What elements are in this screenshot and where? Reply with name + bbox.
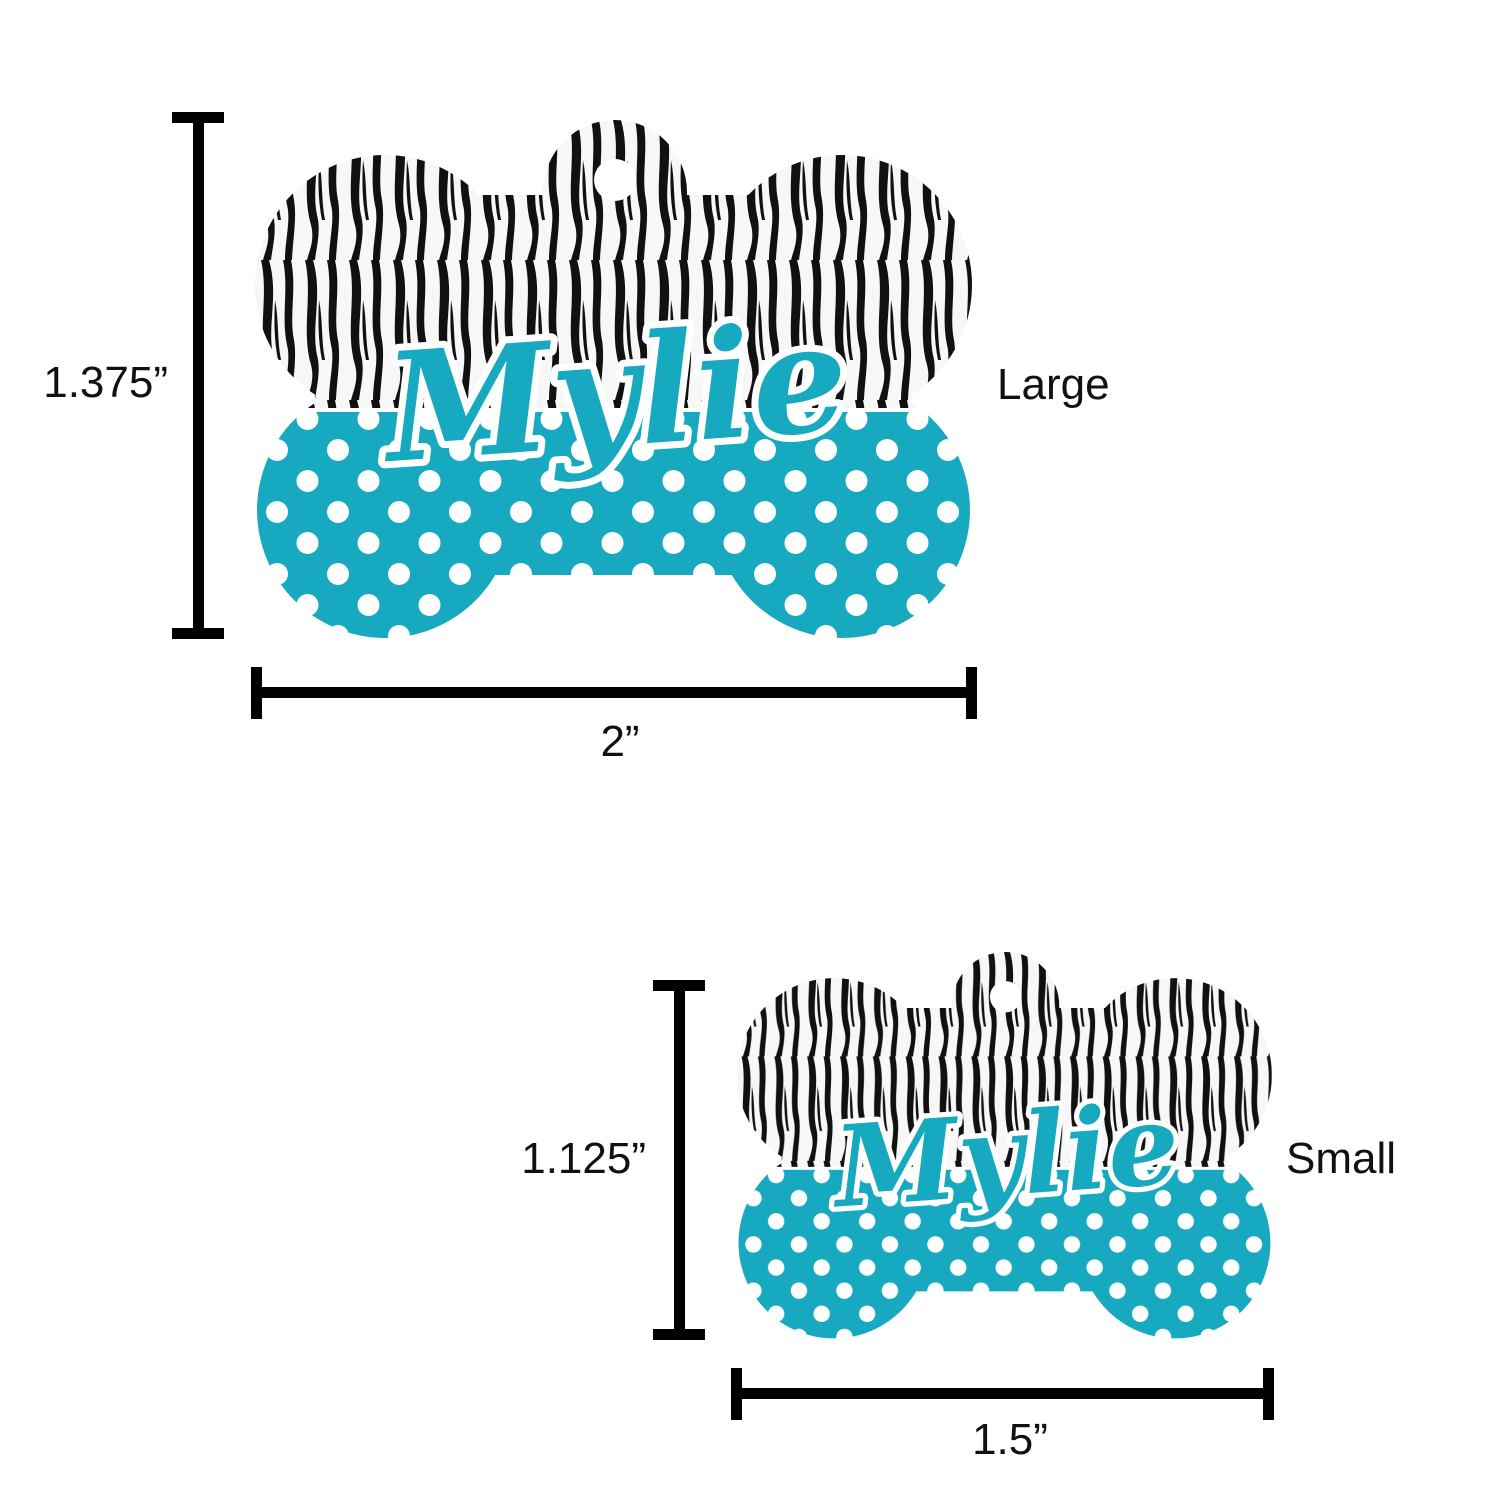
small-height-label: 1.125” xyxy=(521,1134,646,1183)
tag-name: Mylie xyxy=(375,289,854,497)
large-size-label: Large xyxy=(997,360,1110,409)
tag-name: Mylie xyxy=(826,1079,1183,1234)
small-bone-tag: Mylie xyxy=(737,952,1272,1347)
large-bone-tag: Mylie xyxy=(255,120,972,650)
small-width-label: 1.5” xyxy=(972,1415,1048,1464)
large-width-dimension xyxy=(251,667,977,719)
large-height-dimension xyxy=(172,112,224,639)
small-width-dimension xyxy=(731,1368,1274,1420)
small-size-label: Small xyxy=(1286,1134,1396,1183)
small-height-dimension xyxy=(653,980,705,1340)
large-width-label: 2” xyxy=(600,717,639,766)
large-height-label: 1.375” xyxy=(43,358,168,407)
